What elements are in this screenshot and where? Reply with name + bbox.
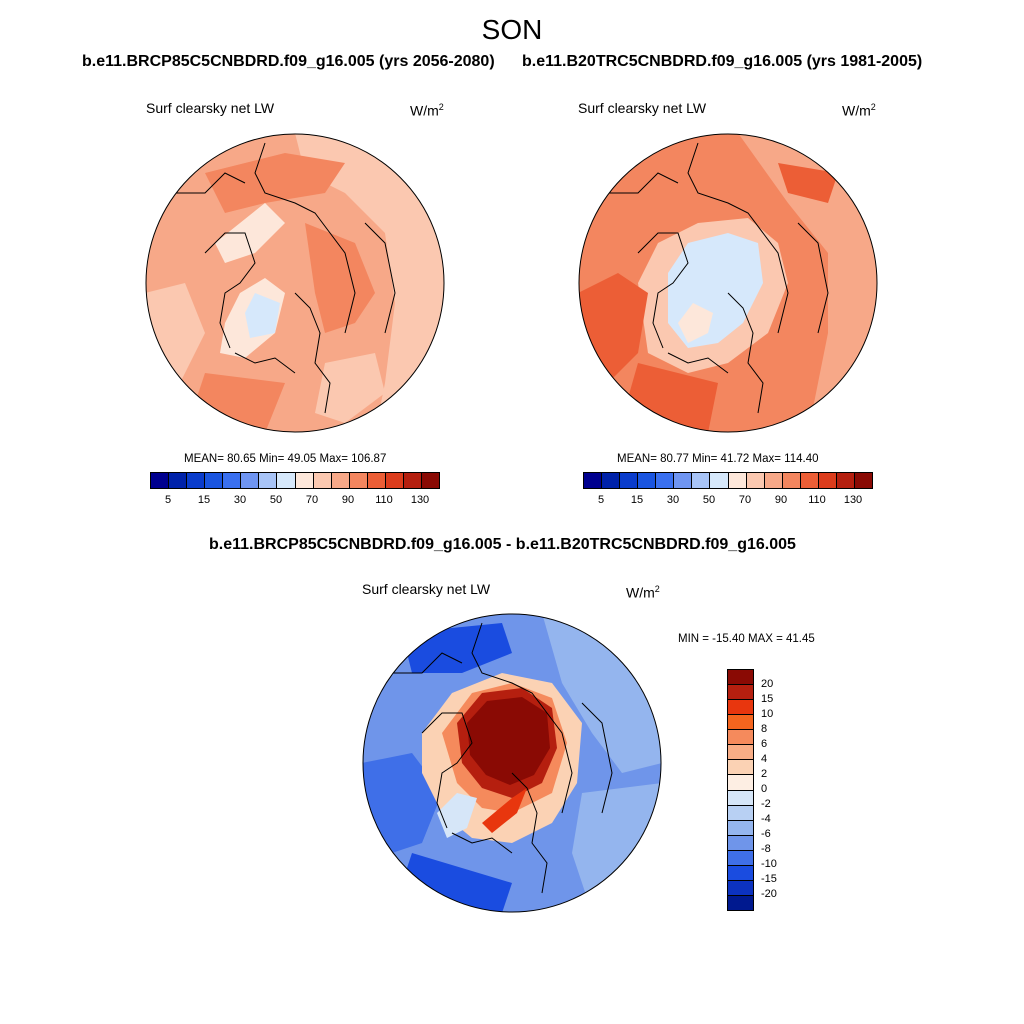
left-polar-map [145,133,445,433]
colorbar-swatch [728,730,753,746]
colorbar-swatch [602,473,621,488]
colorbar-tick-label: 110 [808,494,826,506]
colorbar-swatch [728,880,753,896]
colorbar-tick-label: -20 [761,888,777,900]
colorbar-tick-label: 2 [761,768,768,780]
diff-units: W/m2 [626,584,660,601]
colorbar-tick-label: 15 [197,494,211,506]
colorbar-tick-label: 15 [630,494,644,506]
colorbar-swatch [223,473,242,488]
colorbar-tick-label: -4 [761,813,771,825]
colorbar-tick-label: 0 [761,783,768,795]
colorbar-swatch [728,805,753,821]
colorbar-swatch [205,473,224,488]
left-run-title: b.e11.BRCP85C5CNBDRD.f09_g16.005 (yrs 20… [82,53,495,70]
colorbar-swatch [728,745,753,761]
colorbar-tick-label: 10 [761,708,774,720]
colorbar-swatch [331,473,350,488]
colorbar-swatch [638,473,657,488]
colorbar-swatch [800,473,819,488]
colorbar-swatch [728,850,753,866]
colorbar-tick-label: -8 [761,843,771,855]
colorbar-swatch [854,473,872,488]
colorbar-swatch [241,473,260,488]
colorbar-tick-label: 130 [410,494,430,506]
colorbar-swatch [728,790,753,806]
colorbar-swatch [746,473,765,488]
colorbar-swatch [259,473,278,488]
colorbar-swatch [421,473,439,488]
colorbar-tick-label: -10 [761,858,777,870]
colorbar-swatch [728,700,753,716]
colorbar-tick-label: 8 [761,723,768,735]
colorbar-tick-label: -6 [761,828,771,840]
colorbar-swatch [674,473,693,488]
colorbar-swatch [620,473,639,488]
colorbar-swatch [836,473,855,488]
colorbar-swatch [782,473,801,488]
colorbar-swatch [728,715,753,731]
colorbar-tick-label: 50 [702,494,716,506]
colorbar-swatch [728,820,753,836]
right-stats: MEAN= 80.77 Min= 41.72 Max= 114.40 [617,453,819,465]
left-units: W/m2 [410,102,444,119]
colorbar-swatch [656,473,675,488]
colorbar-swatch [764,473,783,488]
right-units: W/m2 [842,102,876,119]
right-colorbar [583,472,873,489]
left-variable-label: Surf clearsky net LW [146,100,275,116]
colorbar-swatch [277,473,296,488]
left-colorbar [150,472,440,489]
right-variable-label: Surf clearsky net LW [578,100,707,116]
colorbar-swatch [728,670,753,686]
colorbar-tick-label: 110 [375,494,393,506]
colorbar-swatch [187,473,206,488]
colorbar-swatch [584,473,603,488]
right-run-title: b.e11.B20TRC5CNBDRD.f09_g16.005 (yrs 198… [522,53,923,70]
colorbar-swatch [295,473,314,488]
diff-polar-map [362,613,662,913]
colorbar-tick-label: 6 [761,738,768,750]
colorbar-swatch [728,775,753,791]
colorbar-swatch [151,473,170,488]
colorbar-tick-label: -2 [761,798,771,810]
colorbar-swatch [313,473,332,488]
colorbar-swatch [169,473,188,488]
colorbar-tick-label: 5 [164,494,172,506]
diff-variable-label: Surf clearsky net LW [362,581,491,597]
colorbar-swatch [728,835,753,851]
colorbar-tick-label: 30 [233,494,247,506]
colorbar-tick-label: 90 [774,494,788,506]
colorbar-swatch [728,865,753,881]
diff-stats: MIN = -15.40 MAX = 41.45 [678,633,815,645]
left-stats: MEAN= 80.65 Min= 49.05 Max= 106.87 [184,453,387,465]
colorbar-tick-label: -15 [761,873,777,885]
colorbar-tick-label: 5 [597,494,605,506]
colorbar-swatch [728,473,747,488]
colorbar-swatch [385,473,404,488]
colorbar-swatch [692,473,711,488]
colorbar-swatch [728,685,753,701]
right-polar-map [578,133,878,433]
colorbar-tick-label: 70 [305,494,319,506]
colorbar-swatch [403,473,422,488]
colorbar-tick-label: 4 [761,753,768,765]
colorbar-tick-label: 50 [269,494,283,506]
colorbar-swatch [728,760,753,776]
colorbar-swatch [367,473,386,488]
colorbar-tick-label: 30 [666,494,680,506]
colorbar-tick-label: 15 [761,693,774,705]
colorbar-swatch [710,473,729,488]
colorbar-swatch [818,473,837,488]
figure-title: SON [481,14,543,45]
colorbar-tick-label: 20 [761,678,774,690]
colorbar-tick-label: 130 [843,494,863,506]
diff-colorbar [727,669,754,911]
colorbar-swatch [728,895,753,910]
colorbar-tick-label: 70 [738,494,752,506]
colorbar-swatch [349,473,368,488]
diff-run-title: b.e11.BRCP85C5CNBDRD.f09_g16.005 - b.e11… [209,536,796,553]
colorbar-tick-label: 90 [341,494,355,506]
